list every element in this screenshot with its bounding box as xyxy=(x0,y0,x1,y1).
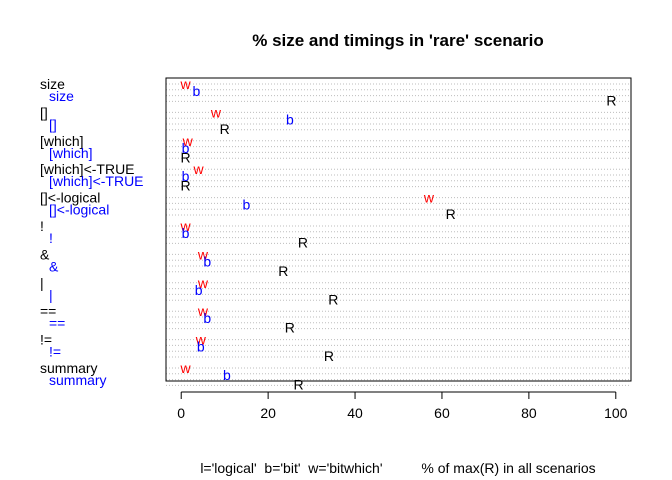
marker-bitwhich: w xyxy=(195,332,207,348)
marker-r: R xyxy=(220,121,230,137)
row-sublabel: [which]<-TRUE xyxy=(49,173,144,189)
row-label: size xyxy=(40,76,65,92)
marker-r: R xyxy=(446,206,456,222)
marker-bit: b xyxy=(195,282,203,298)
marker-bit: b xyxy=(242,197,250,213)
row-sublabel: summary xyxy=(49,372,107,388)
row-labels: sizesize[][][which][which][which]<-TRUE[… xyxy=(40,76,144,388)
marker-r: R xyxy=(324,348,334,364)
row-sublabel: [which] xyxy=(49,145,93,161)
marker-bit: b xyxy=(182,225,190,241)
marker-bitwhich: w xyxy=(197,275,209,291)
row-label: [which]<-TRUE xyxy=(40,161,135,177)
marker-bit: b xyxy=(182,140,190,156)
marker-r: R xyxy=(278,263,288,279)
row-label: != xyxy=(40,332,52,348)
row-label: & xyxy=(40,246,50,262)
row-sublabel: size xyxy=(49,88,74,104)
marker-bitwhich: w xyxy=(423,190,435,206)
marker-bit: b xyxy=(182,168,190,184)
marker-bit: b xyxy=(203,310,211,326)
grid-lines xyxy=(166,83,631,386)
row-sublabel: & xyxy=(49,258,59,274)
marker-bitwhich: w xyxy=(182,133,194,149)
marker-bitwhich: w xyxy=(179,218,191,234)
chart-title: % size and timings in 'rare' scenario xyxy=(252,31,544,50)
marker-bit: b xyxy=(193,83,201,99)
marker-r: R xyxy=(293,377,303,393)
row-sublabel: == xyxy=(49,315,65,331)
x-axis: 0 20 40 60 80 100 xyxy=(177,391,628,421)
marker-r: R xyxy=(606,93,616,109)
marker-bitwhich: w xyxy=(210,104,222,120)
row-sublabel: | xyxy=(49,287,53,303)
row-sublabel: [] xyxy=(49,116,57,132)
marker-r: R xyxy=(180,178,190,194)
x-tick-label: 80 xyxy=(521,405,537,421)
marker-bitwhich: w xyxy=(193,161,205,177)
marker-r: R xyxy=(328,291,338,307)
row-label: summary xyxy=(40,360,98,376)
x-tick-label: 20 xyxy=(260,405,276,421)
marker-bit: b xyxy=(197,339,205,355)
row-sublabel: != xyxy=(49,344,61,360)
row-label: []<-logical xyxy=(40,190,100,206)
x-tick-label: 40 xyxy=(347,405,363,421)
marker-bitwhich: w xyxy=(179,360,191,376)
row-label: [which] xyxy=(40,133,84,149)
marker-bitwhich: w xyxy=(197,246,209,262)
marker-bit: b xyxy=(223,367,231,383)
marker-bitwhich: w xyxy=(179,76,191,92)
row-sublabel: []<-logical xyxy=(49,202,109,218)
x-tick-label: 0 xyxy=(177,405,185,421)
plot-frame xyxy=(165,77,632,382)
row-label: ! xyxy=(40,218,44,234)
marker-r: R xyxy=(180,149,190,165)
row-sublabel: ! xyxy=(49,230,53,246)
marker-bitwhich: w xyxy=(197,303,209,319)
marker-r: R xyxy=(285,320,295,336)
marker-bit: b xyxy=(203,253,211,269)
x-axis-label: l='logical' b='bit' w='bitwhich' % of ma… xyxy=(200,460,595,476)
row-label: == xyxy=(40,303,56,319)
marker-r: R xyxy=(298,235,308,251)
x-tick-label: 60 xyxy=(434,405,450,421)
row-label: [] xyxy=(40,104,48,120)
marker-bit: b xyxy=(286,111,294,127)
row-label: | xyxy=(40,275,44,291)
x-tick-label: 100 xyxy=(604,405,628,421)
